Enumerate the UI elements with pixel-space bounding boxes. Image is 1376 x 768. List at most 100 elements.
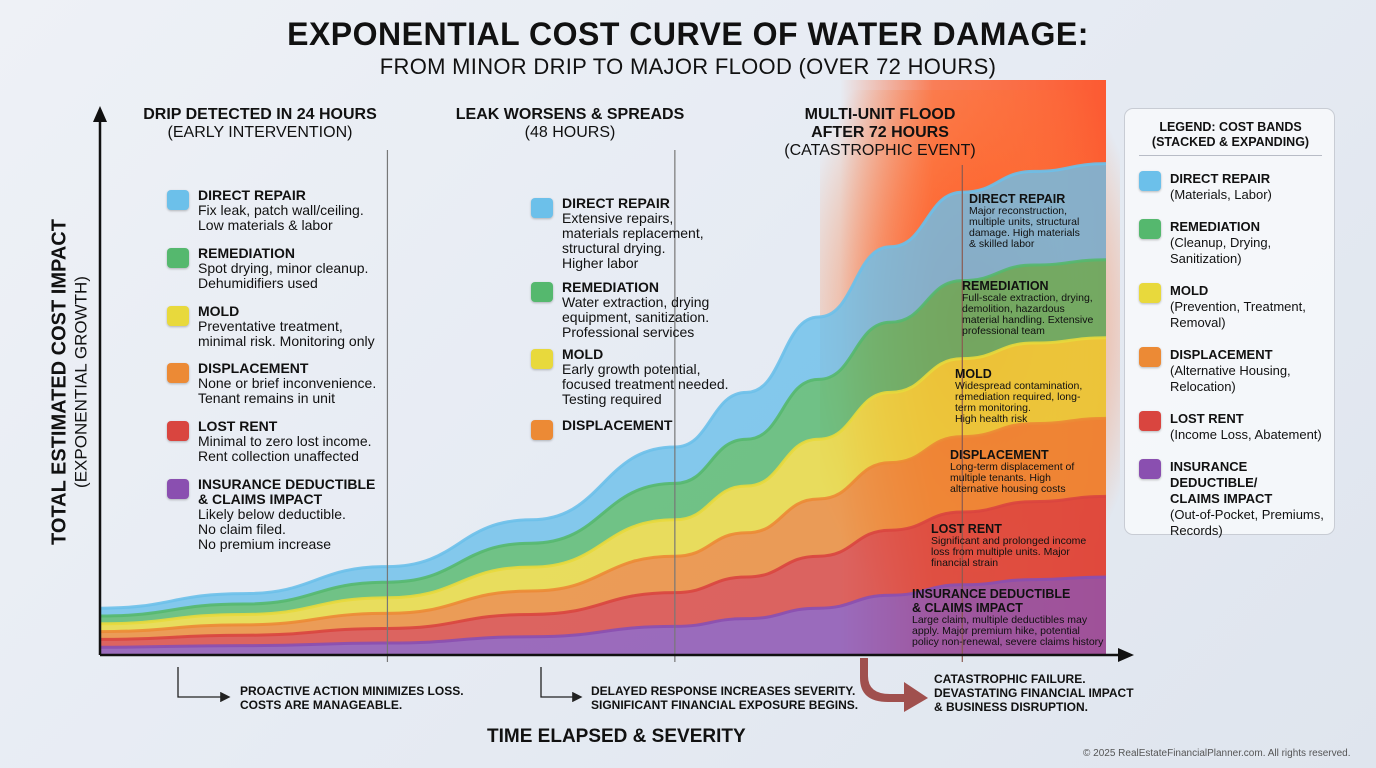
item-desc: Extensive repairs, <box>562 210 674 226</box>
legend-item-remediation: REMEDIATION (Cleanup, Drying, Sanitization… <box>1139 219 1334 267</box>
lost-rent-swatch <box>1139 411 1161 431</box>
legend-item-desc: Removal) <box>1170 315 1226 330</box>
legend-item-title: CLAIMS IMPACT <box>1170 491 1273 506</box>
item-desc: Tenant remains in unit <box>198 390 335 406</box>
item-desc: Low materials & labor <box>198 217 333 233</box>
stage-72-title-line2: AFTER 72 HOURS <box>811 124 949 141</box>
legend-item-title: DIRECT REPAIR <box>1170 171 1271 186</box>
item-title: MOLD <box>198 303 240 319</box>
flood-band-displacement: DISPLACEMENT Long-term displacement of mu… <box>950 448 1140 495</box>
stage-48-item-displacement: DISPLACEMENT <box>531 417 673 440</box>
stage-24-item-remediation: REMEDIATION Spot drying, minor cleanup. De… <box>167 246 368 291</box>
legend-item-desc: (Cleanup, Drying, <box>1170 235 1272 250</box>
chart-title: EXPONENTIAL COST CURVE OF WATER DAMAGE: <box>287 16 1089 52</box>
legend-item-insurance: INSURANCE DEDUCTIBLE/CLAIMS IMPACT (Out-o… <box>1139 459 1334 539</box>
item-title: LOST RENT <box>198 418 278 434</box>
band-desc: loss from multiple units. Major <box>931 546 1070 558</box>
legend-item-title: DISPLACEMENT <box>1170 347 1273 362</box>
stage-48-note: DELAYED RESPONSE INCREASES SEVERITY. SIG… <box>591 684 858 712</box>
item-title: MOLD <box>562 346 604 362</box>
band-desc: alternative housing costs <box>950 483 1066 495</box>
note-arrow-24 <box>177 667 231 703</box>
band-desc: apply. Major premium hike, potential <box>912 625 1080 637</box>
band-desc: policy non-renewal, severe claims histor… <box>912 636 1104 648</box>
y-axis-title: TOTAL ESTIMATED COST IMPACT <box>48 219 71 545</box>
stage-24-item-displacement: DISPLACEMENT None or brief inconvenience.… <box>167 361 376 406</box>
band-title: LOST RENT <box>931 522 1002 536</box>
item-desc: Dehumidifiers used <box>198 275 318 291</box>
band-insurance-deductible-claims-impact <box>100 577 1106 655</box>
note-line: COSTS ARE MANAGEABLE. <box>240 698 403 712</box>
catastrophe-arrow <box>860 658 928 712</box>
stage-48-item-remediation: REMEDIATION Water extraction, drying equip… <box>531 280 709 340</box>
item-title: REMEDIATION <box>562 279 659 295</box>
stage-48-item-direct-repair: DIRECT REPAIR Extensive repairs, materials… <box>531 196 704 271</box>
insurance-swatch <box>1139 459 1161 479</box>
band-remediation <box>100 259 1106 624</box>
legend-item-title: LOST RENT <box>1170 411 1244 426</box>
legend-item-desc: (Out-of-Pocket, Premiums, <box>1170 507 1324 522</box>
legend-item-desc: (Income Loss, Abatement) <box>1170 427 1322 442</box>
item-title: DIRECT REPAIR <box>562 195 670 211</box>
item-desc: Higher labor <box>562 255 639 271</box>
stage-72-note: CATASTROPHIC FAILURE. DEVASTATING FINANC… <box>934 672 1134 714</box>
item-desc: Early growth potential, <box>562 361 701 377</box>
legend-item-desc: Relocation) <box>1170 379 1236 394</box>
displacement-swatch <box>531 420 553 440</box>
band-title: MOLD <box>955 367 992 381</box>
item-title: REMEDIATION <box>198 245 295 261</box>
flood-band-lost-rent: LOST RENT Significant and prolonged inco… <box>931 522 1121 569</box>
band-desc: Significant and prolonged income <box>931 535 1087 547</box>
note-line: DELAYED RESPONSE INCREASES SEVERITY. <box>591 684 856 698</box>
stage-48-heading: LEAK WORSENS & SPREADS (48 HOURS) <box>450 106 690 142</box>
legend-item-direct-repair: DIRECT REPAIR (Materials, Labor) <box>1139 171 1334 203</box>
direct-repair-swatch <box>167 190 189 210</box>
flood-band-insurance: INSURANCE DEDUCTIBLE & CLAIMS IMPACT Lar… <box>912 587 1112 648</box>
band-desc: professional team <box>962 325 1045 337</box>
item-title: DISPLACEMENT <box>562 417 673 433</box>
band-lost-rent <box>100 496 1106 648</box>
legend-item-desc: Sanitization) <box>1170 251 1242 266</box>
stage-72-subtitle: (CATASTROPHIC EVENT) <box>784 142 976 159</box>
note-line: & BUSINESS DISRUPTION. <box>934 700 1089 714</box>
chart-subtitle: FROM MINOR DRIP TO MAJOR FLOOD (OVER 72 … <box>379 54 997 79</box>
y-axis-label: TOTAL ESTIMATED COST IMPACT (EXPONENTIAL… <box>49 219 92 545</box>
legend: LEGEND: COST BANDS (STACKED & EXPANDING)… <box>1124 108 1335 538</box>
band-desc: Full-scale extraction, drying, <box>962 292 1093 304</box>
y-axis-subtitle: (EXPONENTIAL GROWTH) <box>71 276 91 488</box>
remediation-swatch <box>1139 219 1161 239</box>
flood-band-remediation: REMEDIATION Full-scale extraction, dryin… <box>962 279 1152 337</box>
band-title: & CLAIMS IMPACT <box>912 601 1023 615</box>
note-line: DEVASTATING FINANCIAL IMPACT <box>934 686 1134 700</box>
item-desc: materials replacement, <box>562 225 704 241</box>
band-title: INSURANCE DEDUCTIBLE <box>912 587 1071 601</box>
item-desc: Rent collection unaffected <box>198 448 359 464</box>
remediation-swatch <box>531 282 553 302</box>
legend-item-title: REMEDIATION <box>1170 219 1261 234</box>
band-title: DIRECT REPAIR <box>969 192 1066 206</box>
insurance-swatch <box>167 479 189 499</box>
band-desc: High health risk <box>955 413 1028 425</box>
stage-24-note: PROACTIVE ACTION MINIMIZES LOSS. COSTS A… <box>240 684 464 712</box>
x-axis-label: TIME ELAPSED & SEVERITY <box>487 726 746 747</box>
band-desc: multiple tenants. High <box>950 472 1051 484</box>
flood-band-direct-repair: DIRECT REPAIR Major reconstruction, multi… <box>969 192 1159 250</box>
item-desc: Likely below deductible. <box>198 506 346 522</box>
item-desc: Spot drying, minor cleanup. <box>198 260 369 276</box>
band-desc: & skilled labor <box>969 238 1035 250</box>
band-desc: Long-term displacement of <box>950 461 1075 473</box>
stage-24-subtitle: (EARLY INTERVENTION) <box>167 124 353 141</box>
x-axis-arrowhead <box>1118 648 1134 662</box>
band-direct-repair <box>100 163 1106 616</box>
item-desc: Water extraction, drying <box>562 294 710 310</box>
item-desc: equipment, sanitization. <box>562 309 710 325</box>
band-desc: damage. High materials <box>969 227 1080 239</box>
stage-48-subtitle: (48 HOURS) <box>524 124 616 141</box>
stage-24-item-insurance: INSURANCE DEDUCTIBLE & CLAIMS IMPACT Likel… <box>167 477 375 552</box>
item-desc: Testing required <box>562 391 662 407</box>
mold-swatch <box>1139 283 1161 303</box>
item-desc: structural drying. <box>562 240 666 256</box>
item-desc: Professional services <box>562 324 695 340</box>
stage-48-item-mold: MOLD Early growth potential, focused treat… <box>531 347 729 407</box>
item-desc: focused treatment needed. <box>562 376 729 392</box>
